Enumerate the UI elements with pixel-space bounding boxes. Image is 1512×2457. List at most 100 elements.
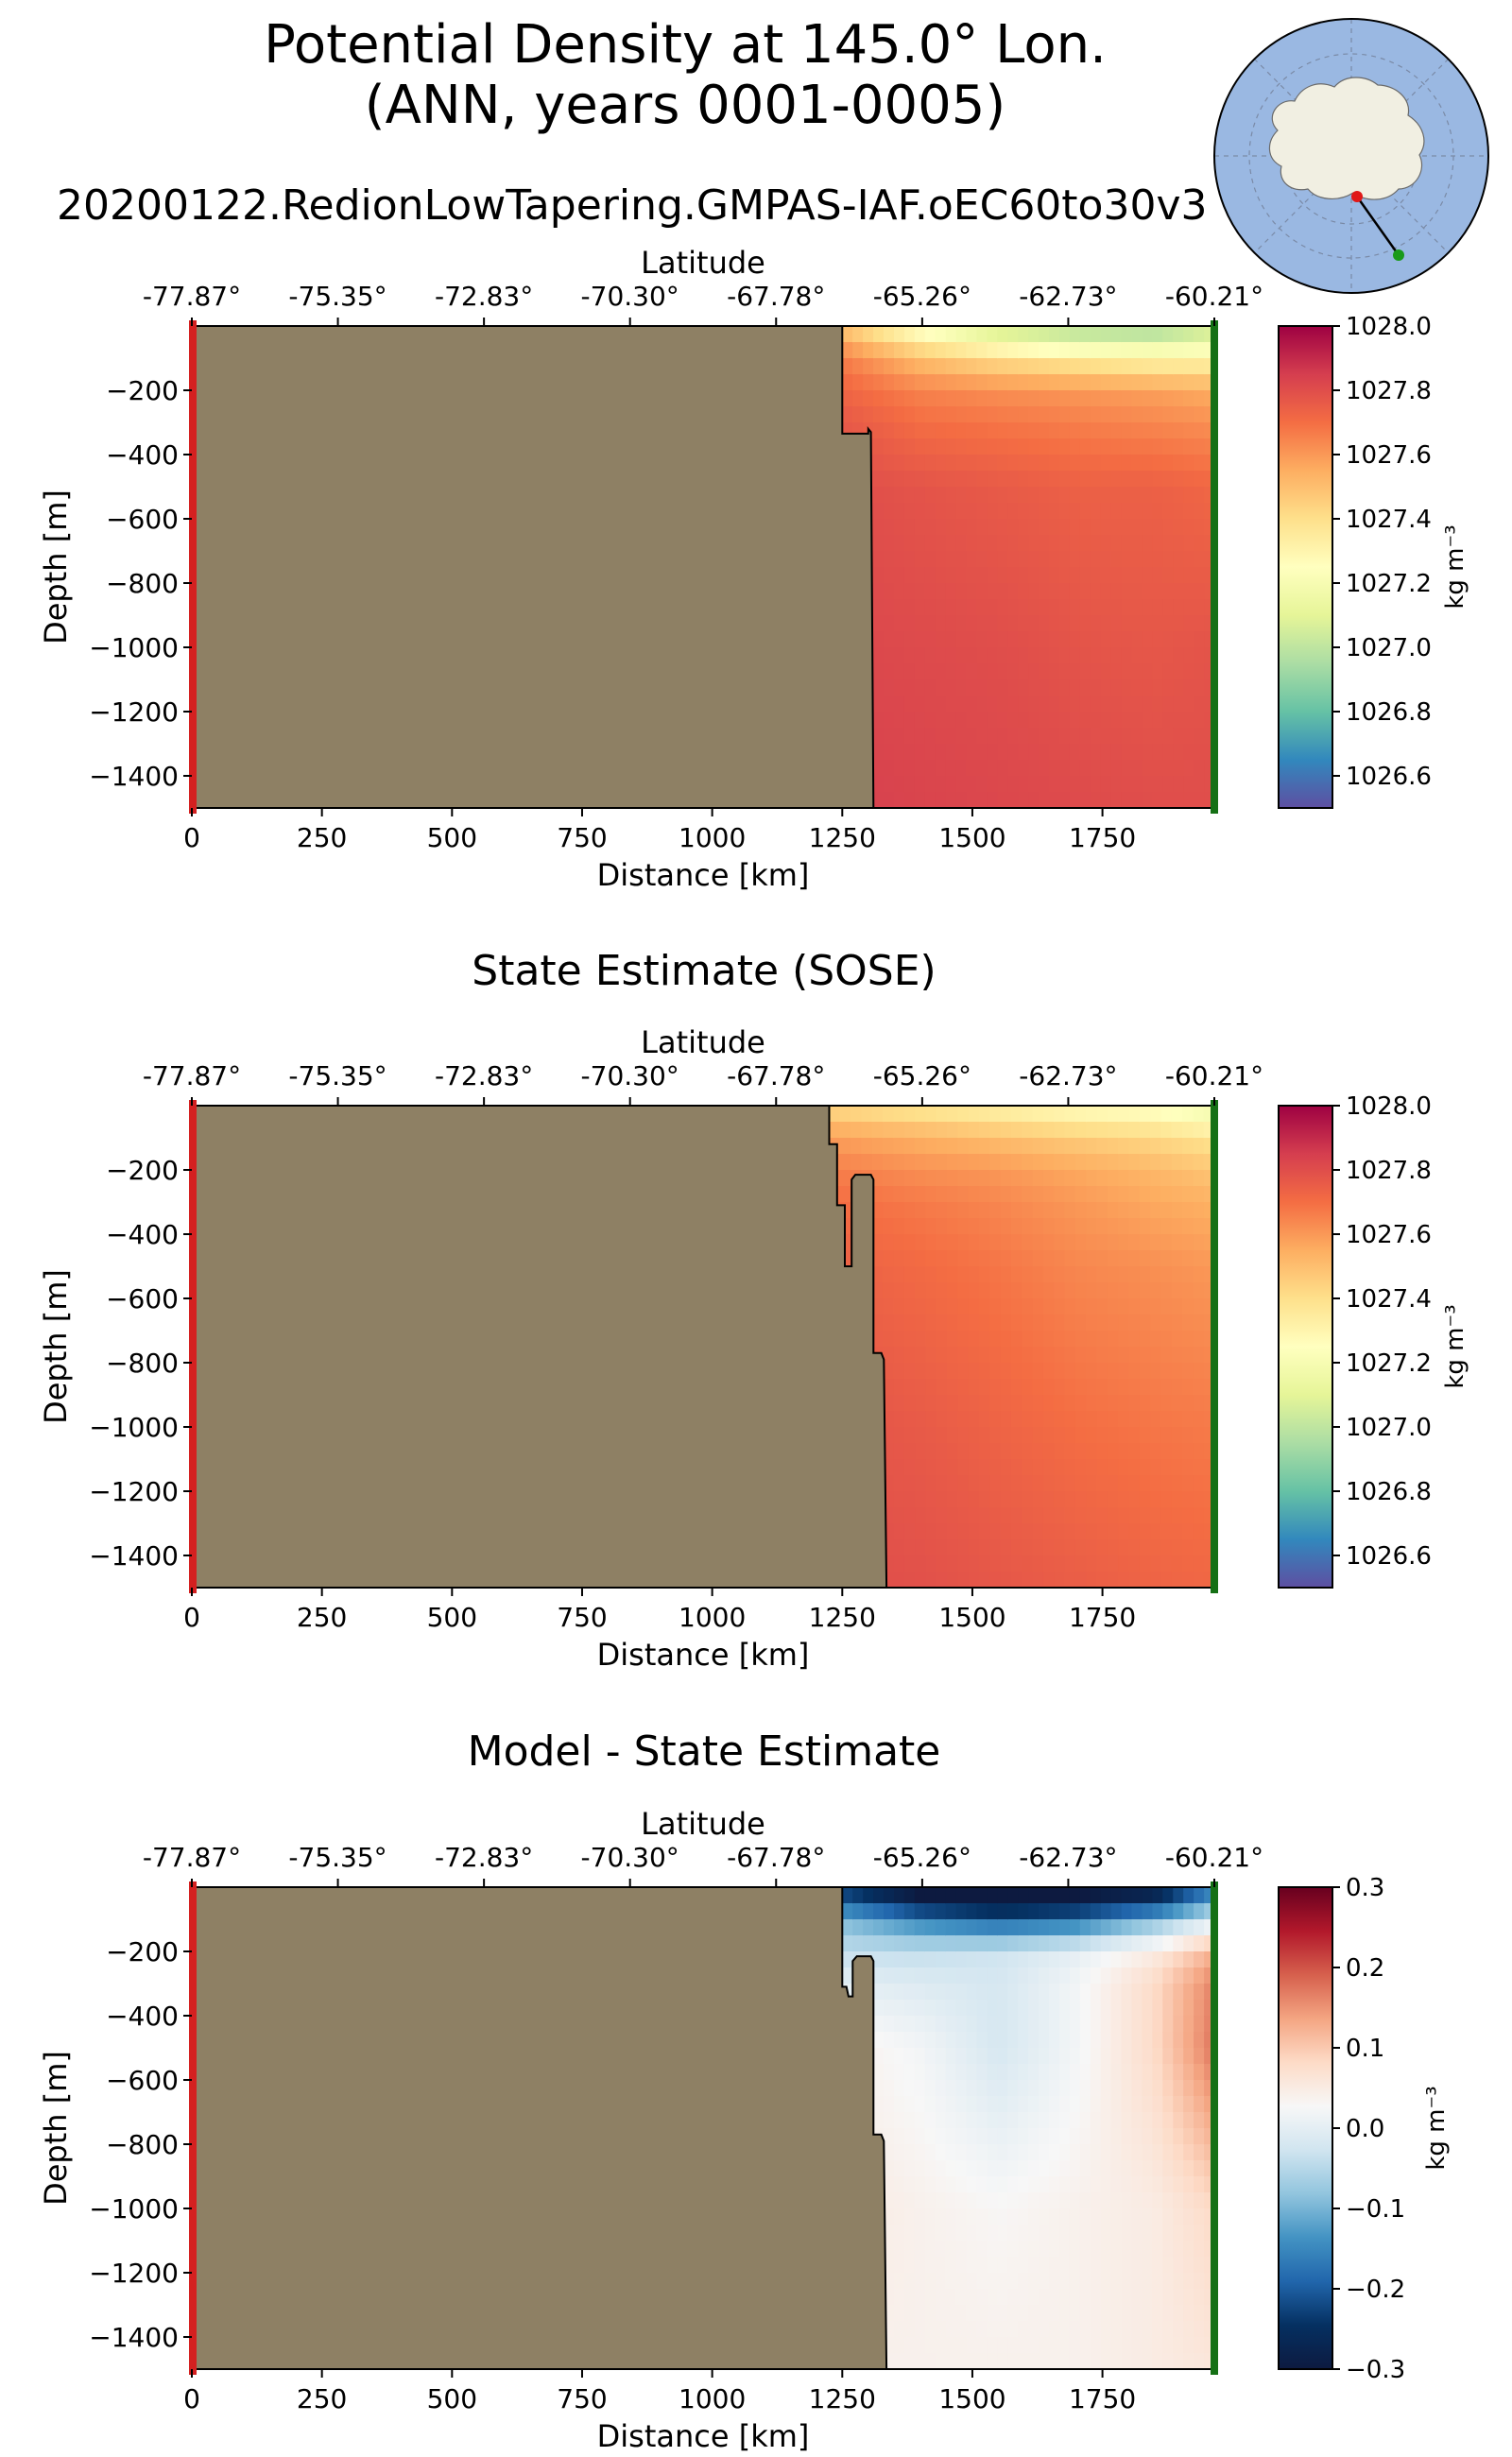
heatmap-cell <box>1121 599 1133 616</box>
heatmap-cell <box>1100 2289 1112 2306</box>
heatmap-cell <box>1131 2080 1143 2097</box>
heatmap-cell <box>945 342 957 359</box>
heatmap-cell <box>987 2064 999 2081</box>
heatmap-cell <box>1010 1266 1022 1283</box>
heatmap-cell <box>1049 2273 1060 2290</box>
heatmap-cell <box>936 1507 948 1524</box>
lat-tick-label: -62.73° <box>1019 1060 1117 1091</box>
heatmap-cell <box>1131 2273 1143 2290</box>
heatmap-cell <box>1000 1347 1012 1364</box>
heatmap-cell <box>884 2208 895 2225</box>
heatmap-cell <box>989 1459 1002 1476</box>
heatmap-cell <box>1152 647 1164 664</box>
heatmap-cell <box>1086 1347 1098 1364</box>
heatmap-cell <box>873 535 885 552</box>
heatmap-cell <box>1131 535 1143 552</box>
heatmap-cell <box>1152 342 1164 359</box>
heatmap-cell <box>979 1106 991 1123</box>
heatmap-cell <box>1074 1347 1087 1364</box>
heatmap-cell <box>1100 358 1112 375</box>
heatmap-cell <box>1162 2064 1174 2081</box>
heatmap-cell <box>989 1218 1002 1235</box>
heatmap-cell <box>1028 2080 1040 2097</box>
heatmap-cell <box>1128 1539 1141 1556</box>
heatmap-cell <box>966 1984 978 2001</box>
heatmap-cell <box>1152 1967 1164 1984</box>
heatmap-cell <box>966 455 978 472</box>
heatmap-cell <box>997 760 1008 777</box>
heatmap-cell <box>1007 438 1019 455</box>
heatmap-cell <box>987 728 999 745</box>
heatmap-cell <box>1194 2096 1205 2113</box>
heatmap-cell <box>894 2112 905 2129</box>
heatmap-cell <box>1028 2064 1040 2081</box>
heatmap-cell <box>873 1951 885 1968</box>
heatmap-cell <box>1118 1314 1130 1332</box>
heatmap-cell <box>1194 2080 1205 2097</box>
heatmap-cell <box>989 1282 1002 1299</box>
heatmap-cell <box>968 1170 980 1187</box>
heatmap-cell <box>1173 2241 1184 2258</box>
heatmap-cell <box>935 455 947 472</box>
heatmap-cell <box>945 2016 957 2033</box>
heatmap-cell <box>893 1427 905 1444</box>
heatmap-cell <box>842 1903 853 1920</box>
heatmap-cell <box>997 2208 1008 2225</box>
heatmap-cell <box>883 1379 895 1396</box>
heatmap-cell <box>1028 2337 1040 2354</box>
heatmap-cell <box>1121 2000 1133 2017</box>
heatmap-cell <box>894 2032 905 2049</box>
heatmap-cell <box>935 728 947 745</box>
heatmap-cell <box>1018 2225 1029 2242</box>
heatmap-cell <box>987 712 999 729</box>
heatmap-cell <box>1173 2176 1184 2193</box>
heatmap-cell <box>1018 2305 1029 2322</box>
heatmap-cell <box>997 2192 1008 2209</box>
heatmap-cell <box>966 2160 978 2177</box>
heatmap-cell <box>997 792 1008 809</box>
heatmap-cell <box>1039 2016 1050 2033</box>
heatmap-cell <box>1173 663 1184 680</box>
heatmap-cell <box>1150 1218 1162 1235</box>
heatmap-cell <box>1064 1363 1076 1380</box>
heatmap-cell <box>997 1984 1008 2001</box>
heatmap-cell <box>1069 471 1081 488</box>
heatmap-cell <box>1059 2176 1071 2193</box>
heatmap-cell <box>1142 455 1154 472</box>
heatmap-cell <box>966 2112 978 2129</box>
heatmap-cell <box>903 1411 916 1428</box>
heatmap-cell <box>1090 2160 1102 2177</box>
heatmap-cell <box>1131 2241 1143 2258</box>
heatmap-cell <box>1173 1967 1184 1984</box>
lat-tick-label: -77.87° <box>143 1060 241 1091</box>
heatmap-cell <box>936 1443 948 1460</box>
heatmap-cell <box>1022 1379 1034 1396</box>
heatmap-cell <box>1183 2080 1194 2097</box>
heatmap-cell <box>852 1903 864 1920</box>
colorbar-tick-label: 0.1 <box>1346 2035 1384 2063</box>
heatmap-cell <box>1152 2321 1164 2338</box>
heatmap-cell <box>884 615 895 632</box>
heatmap-cell <box>1059 326 1071 343</box>
lat-tick-label: -70.30° <box>581 1842 679 1873</box>
heatmap-cell <box>1107 1282 1119 1299</box>
heatmap-cell <box>884 455 895 472</box>
heatmap-cell <box>894 647 905 664</box>
heatmap-cell <box>1069 374 1081 391</box>
heatmap-cell <box>1096 1266 1108 1283</box>
heatmap-cell <box>997 744 1008 761</box>
heatmap-cell <box>1160 1234 1173 1251</box>
heatmap-cell <box>1118 1411 1130 1428</box>
heatmap-cell <box>1142 1984 1154 2001</box>
heatmap-cell <box>873 679 885 696</box>
heatmap-cell <box>1194 455 1205 472</box>
heatmap-cell <box>968 1459 980 1476</box>
heatmap-cell <box>1204 455 1215 472</box>
y-tick-label: −200 <box>106 1155 179 1186</box>
heatmap-cell <box>1171 1491 1183 1508</box>
heatmap-cell <box>936 1314 948 1332</box>
heatmap-cell <box>935 2176 947 2193</box>
heatmap-cell <box>935 599 947 616</box>
heatmap-cell <box>1100 1984 1112 2001</box>
heatmap-cell <box>1204 1967 1215 1984</box>
